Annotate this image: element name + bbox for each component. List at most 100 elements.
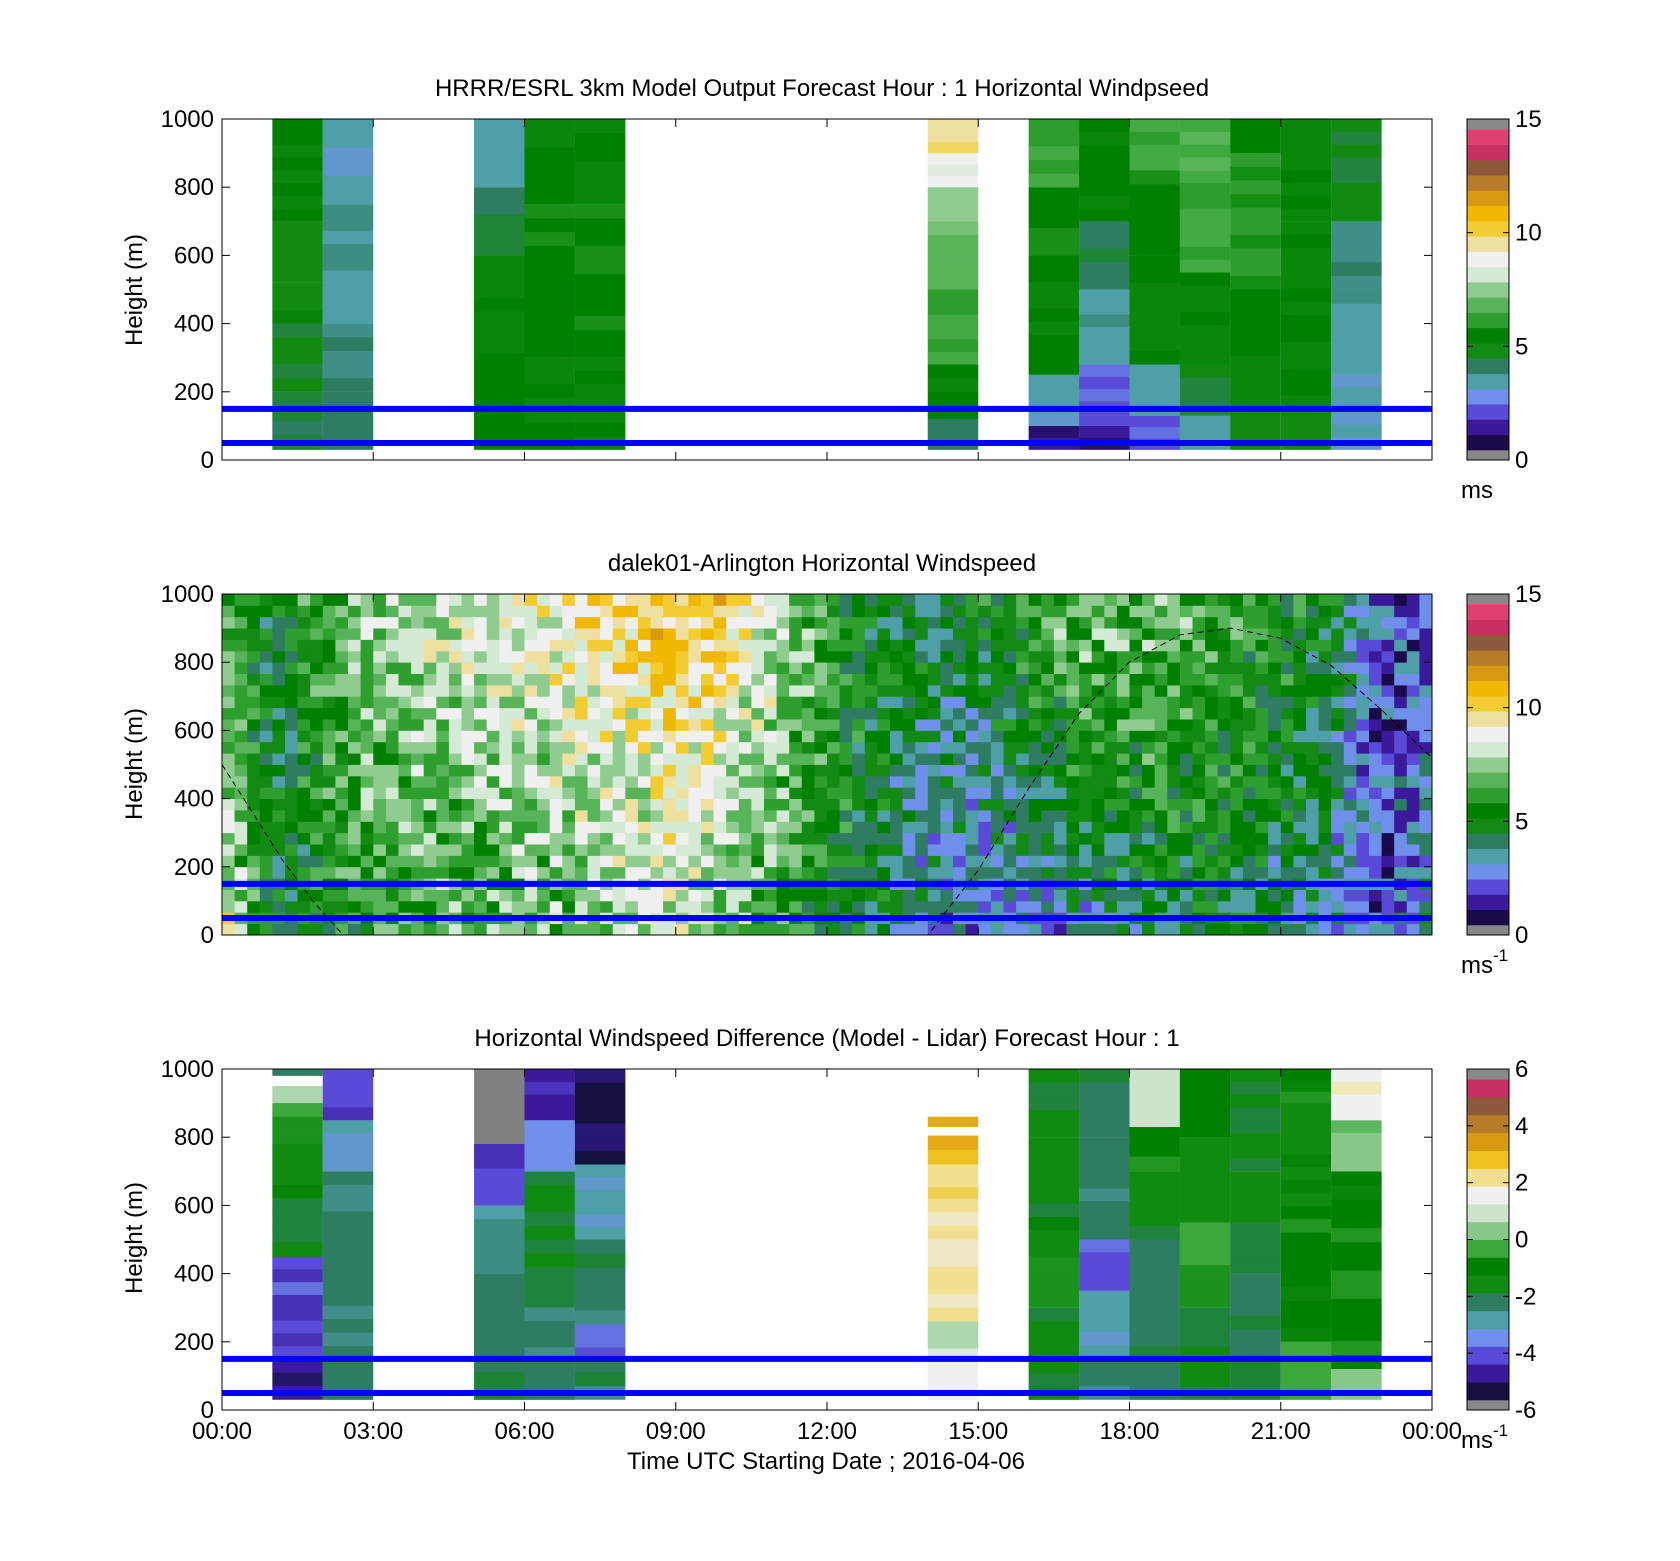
heatmap-cell [1104,900,1118,913]
heatmap-cell [360,594,374,606]
heatmap-cell [1053,605,1067,618]
heatmap-cell [524,410,575,424]
heatmap-cell [1280,234,1332,249]
heatmap-cell [474,1144,525,1157]
heatmap-cell [1091,810,1105,822]
heatmap-cell [776,810,790,822]
heatmap-cell [385,866,399,879]
heatmap-cell [272,323,323,338]
heatmap-cell [1406,832,1420,845]
heatmap-cell [927,314,979,327]
heatmap-cell [272,684,286,697]
heatmap-cell [675,673,689,686]
heatmap-cell [511,753,525,765]
heatmap-cell [650,810,664,822]
heatmap-cell [625,650,639,663]
heatmap-cell [1419,821,1433,834]
heatmap-cell [524,775,538,788]
heatmap-cell [839,594,853,606]
heatmap-cell [915,696,929,709]
heatmap-cell [1179,753,1193,765]
heatmap-cell [1179,696,1193,709]
heatmap-cell [864,844,878,856]
heatmap-cell [877,855,891,868]
heatmap-cell [1280,855,1294,868]
heatmap-cell [411,605,425,618]
heatmap-cell [1280,741,1294,754]
heatmap-cell [1356,673,1370,686]
heatmap-cell [474,866,488,879]
heatmap-cell [1154,798,1168,811]
heatmap-cell [373,605,387,618]
heatmap-cell [1142,673,1156,686]
heatmap-cell [1079,364,1130,377]
heatmap-cell [965,594,979,606]
heatmap-cell [990,866,1004,879]
heatmap-cell [1129,1098,1180,1113]
heatmap-cell [398,798,412,811]
heatmap-cell [1041,798,1055,811]
heatmap-cell [259,650,273,663]
heatmap-cell [688,775,702,788]
heatmap-cell [423,844,437,856]
heatmap-cell [852,741,866,754]
heatmap-cell [1079,376,1130,390]
heatmap-cell [272,1086,323,1103]
heatmap-cell [272,787,286,799]
heatmap-cell [373,684,387,697]
heatmap-cell [474,1315,525,1330]
heatmap-cell [789,719,803,731]
heatmap-cell [574,764,588,777]
heatmap-cell [738,673,752,686]
heatmap-cell [1016,673,1030,686]
heatmap-cell [272,719,286,731]
heatmap-cell [423,810,437,822]
heatmap-cell [272,1346,323,1359]
heatmap-cell [1230,923,1244,936]
heatmap-cell [587,673,601,686]
heatmap-cell [1356,844,1370,856]
heatmap-cell [1154,730,1168,743]
heatmap-cell [222,844,235,856]
heatmap-cell [474,214,525,229]
heatmap-cell [1091,628,1105,640]
heatmap-cell [1205,650,1219,663]
heatmap-cell [247,810,261,822]
heatmap-cell [322,1305,374,1320]
heatmap-cell [335,594,349,606]
heatmap-cell [839,844,853,856]
heatmap-cell [448,707,462,720]
heatmap-cell [1104,923,1118,936]
heatmap-cell [1167,730,1181,743]
heatmap-cell [1179,1360,1231,1374]
colorbar-cap [1467,1069,1509,1080]
heatmap-cell [574,1123,626,1138]
heatmap-cell [373,764,387,777]
heatmap-cell [461,684,475,697]
heatmap-cell [1230,787,1244,799]
heatmap-cell [789,616,803,629]
heatmap-cell [625,821,639,834]
heatmap-cell [1255,832,1269,845]
heatmap-cell [574,119,626,134]
heatmap-cell [688,707,702,720]
heatmap-cell [663,741,677,754]
heatmap-cell [1066,707,1080,720]
heatmap-cell [927,866,941,879]
heatmap-cell [1116,798,1130,811]
heatmap-cell [335,684,349,697]
heatmap-cell [1192,866,1206,879]
heatmap-cell [1116,844,1130,856]
heatmap-cell [436,787,450,799]
heatmap-cell [310,684,324,697]
heatmap-cell [297,866,311,879]
heatmap-cell [1331,923,1345,936]
heatmap-cell [751,798,765,811]
heatmap-cell [814,775,828,788]
heatmap-cell [953,764,966,777]
heatmap-cell [1041,923,1055,936]
heatmap-cell [1079,1150,1130,1163]
heatmap-cell [222,764,235,777]
heatmap-cell [1343,844,1357,856]
heatmap-cell [1053,616,1067,629]
